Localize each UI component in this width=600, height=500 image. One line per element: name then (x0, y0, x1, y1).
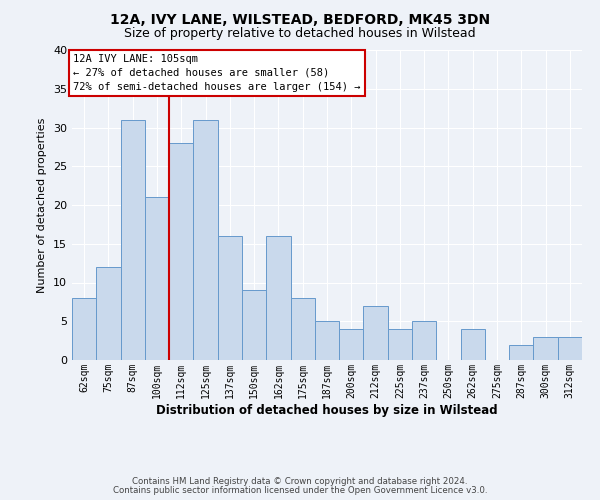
Bar (315, 322, 339, 360)
Text: 12A, IVY LANE, WILSTEAD, BEDFORD, MK45 3DN: 12A, IVY LANE, WILSTEAD, BEDFORD, MK45 3… (110, 12, 490, 26)
Bar (388, 329, 412, 360)
Bar (290, 298, 315, 360)
Bar (412, 322, 436, 360)
Bar (193, 120, 218, 360)
Bar (72, 298, 96, 360)
Bar (558, 337, 582, 360)
Y-axis label: Number of detached properties: Number of detached properties (37, 118, 47, 292)
Bar (242, 290, 266, 360)
Bar (169, 143, 193, 360)
Bar (364, 306, 388, 360)
Bar (218, 236, 242, 360)
Text: Size of property relative to detached houses in Wilstead: Size of property relative to detached ho… (124, 28, 476, 40)
Text: 12A IVY LANE: 105sqm
← 27% of detached houses are smaller (58)
72% of semi-detac: 12A IVY LANE: 105sqm ← 27% of detached h… (73, 54, 361, 92)
Bar (96, 267, 121, 360)
Bar (121, 120, 145, 360)
Bar (461, 329, 485, 360)
Text: Contains HM Land Registry data © Crown copyright and database right 2024.: Contains HM Land Registry data © Crown c… (132, 477, 468, 486)
Bar (509, 344, 533, 360)
Bar (339, 329, 364, 360)
X-axis label: Distribution of detached houses by size in Wilstead: Distribution of detached houses by size … (156, 404, 498, 416)
Bar (145, 197, 169, 360)
Text: Contains public sector information licensed under the Open Government Licence v3: Contains public sector information licen… (113, 486, 487, 495)
Bar (266, 236, 290, 360)
Bar (533, 337, 558, 360)
